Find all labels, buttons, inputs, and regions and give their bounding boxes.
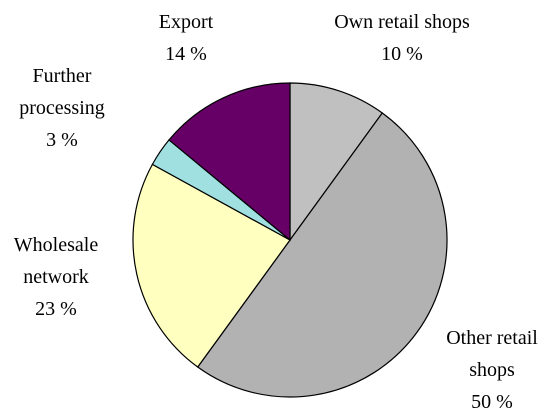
slice-label: Other retail shops 50 % <box>432 322 550 418</box>
slice-label: Export 14 % <box>126 6 246 70</box>
pie-slice <box>196 112 448 398</box>
value-label: 14 % <box>165 43 207 65</box>
slice-label: Further processing 3 % <box>7 60 117 156</box>
pie-slice <box>132 163 291 368</box>
category-label: Export <box>158 11 214 33</box>
category-label: Further processing <box>19 65 105 119</box>
slice-label: Wholesale network 23 % <box>6 229 106 325</box>
value-label: 50 % <box>471 391 513 413</box>
category-label: Own retail shops <box>334 11 470 33</box>
category-label: Other retail shops <box>446 327 538 381</box>
slice-label: Own retail shops 10 % <box>292 6 512 70</box>
pie-slice <box>289 82 384 242</box>
value-label: 10 % <box>381 43 423 65</box>
pie-slice <box>168 82 291 242</box>
value-label: 3 % <box>46 129 78 151</box>
value-label: 23 % <box>35 298 77 320</box>
category-label: Wholesale network <box>13 234 99 288</box>
